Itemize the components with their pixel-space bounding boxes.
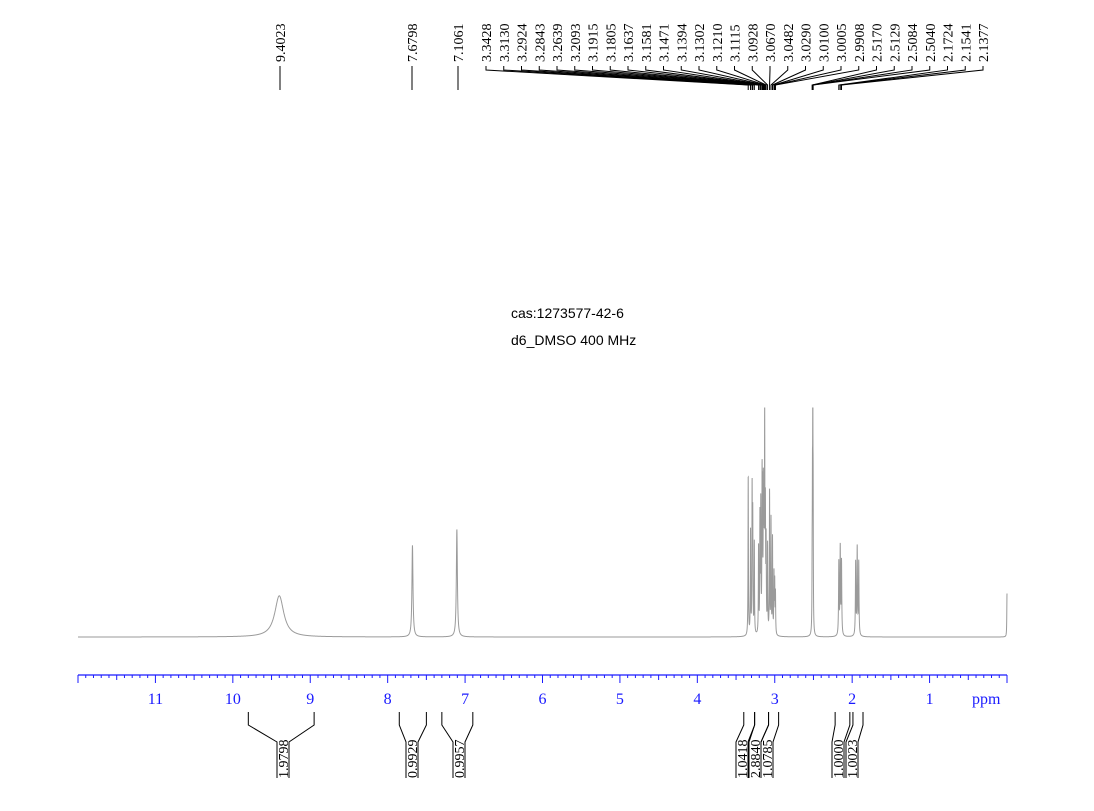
integral-value: 1.0785 <box>761 740 776 779</box>
peak-label-leader <box>774 66 842 90</box>
chart-title-line-2: d6_DMSO 400 MHz <box>511 332 636 348</box>
integral-value: 0.9957 <box>453 740 468 779</box>
spectrum-line <box>78 407 1008 638</box>
x-tick-label: 7 <box>461 691 469 708</box>
x-tick-label: 9 <box>306 691 314 708</box>
peak-label-leader <box>680 66 765 90</box>
peak-label-leader <box>521 66 753 90</box>
x-axis-label: ppm <box>972 691 1001 708</box>
peak-label: 3.1471 <box>658 24 673 63</box>
peak-label-leader <box>663 66 764 90</box>
peak-label-leader <box>839 66 966 90</box>
integral-value: 1.0000 <box>832 740 847 779</box>
peak-label-leader <box>773 66 824 90</box>
peak-label: 3.0100 <box>817 24 832 63</box>
peak-label: 3.0482 <box>782 24 797 63</box>
peak-label-leader <box>811 66 895 90</box>
x-tick-label: 11 <box>148 691 163 708</box>
peak-label-leader <box>838 66 948 90</box>
integral-bracket <box>398 712 427 778</box>
integral-bracket <box>831 712 851 778</box>
integral-bracket <box>247 712 315 778</box>
peak-label: 2.1724 <box>942 24 957 63</box>
peak-label: 2.1541 <box>959 24 974 63</box>
peak-label: 3.0670 <box>764 24 779 63</box>
peak-label-leader <box>698 66 766 90</box>
peak-label: 2.5170 <box>871 24 886 63</box>
peak-label: 3.1210 <box>711 24 726 63</box>
peak-label: 3.2843 <box>533 24 548 63</box>
peak-label: 7.1061 <box>452 24 467 63</box>
peak-label: 9.4023 <box>274 24 289 63</box>
integral-bracket <box>441 712 474 778</box>
peak-label: 3.0290 <box>800 24 815 63</box>
peak-label: 2.5084 <box>906 24 921 63</box>
integral-value: 1.0418 <box>736 740 751 779</box>
peak-label-leader <box>841 66 984 90</box>
peak-label: 3.0928 <box>746 24 761 63</box>
peak-label-leader <box>716 66 766 90</box>
peak-label: 3.3130 <box>498 24 513 63</box>
x-tick-label: 10 <box>225 691 241 708</box>
peak-label: 3.1805 <box>604 24 619 63</box>
peak-label-leader <box>645 66 764 90</box>
peak-label-leader <box>770 66 789 90</box>
x-tick-label: 8 <box>384 691 392 708</box>
integral-value: 2.8840 <box>749 740 764 779</box>
peak-label: 2.1377 <box>977 24 992 63</box>
peak-label-leader <box>812 66 931 90</box>
peak-label: 7.6798 <box>406 24 421 63</box>
peak-label-leader <box>538 66 754 90</box>
peak-label: 3.2924 <box>516 24 531 63</box>
peak-label-leader <box>751 66 769 90</box>
x-tick-label: 1 <box>926 691 934 708</box>
peak-label-leader <box>734 66 767 90</box>
x-tick-label: 4 <box>693 691 701 708</box>
peak-label-leader <box>556 66 755 90</box>
integral-value: 0.9929 <box>406 740 421 779</box>
peak-label-leader <box>774 66 860 90</box>
integral-value: 1.0023 <box>846 740 861 779</box>
peak-labels: 9.4023 7.6798 7.1061 3.3428 3.3130 3.2924 3.28… <box>274 24 992 90</box>
x-tick-label: 6 <box>539 691 547 708</box>
peak-label: 2.5040 <box>924 24 939 63</box>
integral-bracket <box>845 712 864 778</box>
peak-label: 3.1637 <box>622 24 637 63</box>
x-tick-label: 3 <box>771 691 779 708</box>
peak-label: 3.2093 <box>569 24 584 63</box>
peak-label: 3.3428 <box>480 24 495 63</box>
integral-bracket <box>760 712 780 778</box>
peak-label: 3.1115 <box>729 25 744 62</box>
peak-label-leader <box>574 66 760 90</box>
peak-label: 2.5129 <box>888 24 903 63</box>
peak-label-leader <box>609 66 762 90</box>
peak-label: 3.1394 <box>675 24 690 63</box>
peak-label-leader <box>592 66 761 90</box>
integral-value: 1.9798 <box>277 740 292 779</box>
x-axis: 11 10 9 8 7 6 5 4 3 2 1 <box>77 674 1008 708</box>
peak-label-leader <box>503 66 752 90</box>
peak-label: 3.0005 <box>835 24 850 63</box>
peak-label: 3.2639 <box>551 24 566 63</box>
peak-label-leader <box>485 66 749 90</box>
peak-label-leader <box>772 66 806 90</box>
x-tick-label: 2 <box>848 691 856 708</box>
peak-label: 3.1581 <box>640 24 655 63</box>
peak-label: 2.9908 <box>853 24 868 63</box>
x-tick-label: 5 <box>616 691 624 708</box>
peak-label: 3.1302 <box>693 24 708 63</box>
chart-title-line-1: cas:1273577-42-6 <box>511 305 624 321</box>
peak-label: 3.1915 <box>587 24 602 63</box>
